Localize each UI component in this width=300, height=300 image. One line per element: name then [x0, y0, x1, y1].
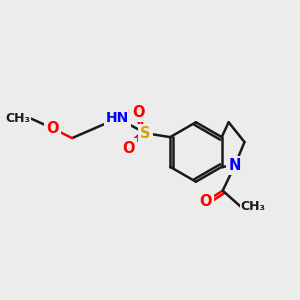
Text: O: O — [200, 194, 212, 209]
Text: N: N — [228, 158, 241, 173]
Text: CH₃: CH₃ — [5, 112, 30, 125]
Text: HN: HN — [106, 111, 129, 125]
Text: O: O — [132, 105, 145, 120]
Text: O: O — [122, 140, 135, 155]
Text: S: S — [140, 126, 151, 141]
Text: CH₃: CH₃ — [241, 200, 266, 213]
Text: O: O — [46, 121, 58, 136]
